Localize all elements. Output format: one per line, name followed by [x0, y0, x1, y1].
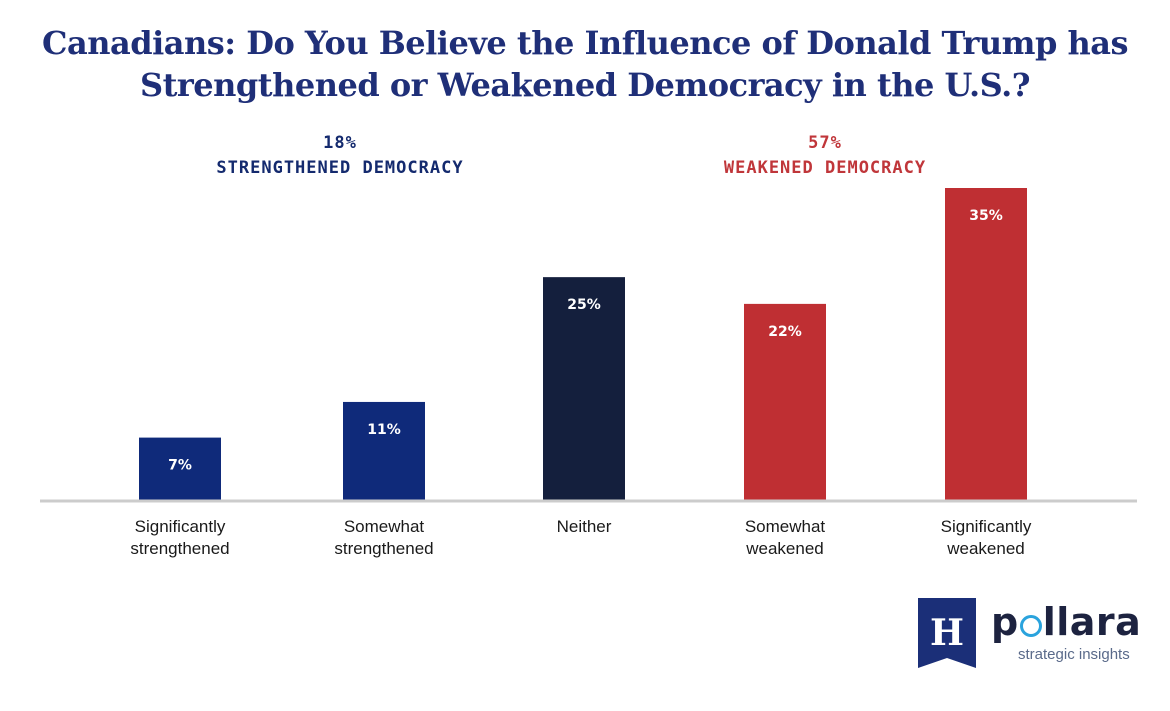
- logo-tagline: strategic insights: [1018, 646, 1130, 663]
- category-label-1-1: strengthened: [334, 539, 433, 558]
- category-label-2-0: Neither: [557, 517, 612, 536]
- bar-3: [744, 303, 826, 500]
- bar-value-label-1: 11%: [367, 422, 401, 438]
- category-label-0-1: strengthened: [130, 539, 229, 558]
- category-label-3-1: weakened: [745, 539, 824, 558]
- bar-2: [543, 277, 625, 500]
- bar-value-label-4: 35%: [969, 208, 1003, 224]
- bar-chart: 7% Significantly strengthened 11% Somewhat st…: [40, 188, 1137, 558]
- category-label-4-0: Significantly: [941, 517, 1032, 536]
- bar-value-label-3: 22%: [768, 324, 802, 340]
- bar-value-label-0: 7%: [168, 458, 192, 474]
- pollara-logo: H p llara strategic insights: [918, 598, 1158, 668]
- category-label-0-0: Significantly: [135, 517, 226, 536]
- bar-value-label-2: 25%: [567, 297, 601, 313]
- bar-4: [945, 188, 1027, 500]
- strengthened-group-label: 18% STRENGTHENED DEMOCRACY: [190, 131, 490, 181]
- logo-letter: H: [930, 612, 964, 654]
- logo-wordmark-rest: llara: [1042, 600, 1142, 644]
- strengthened-percent: 18%: [323, 133, 357, 153]
- strengthened-text: STRENGTHENED DEMOCRACY: [216, 158, 464, 178]
- logo-wordmark-prefix: p: [991, 600, 1019, 644]
- category-label-4-1: weakened: [946, 539, 1025, 558]
- bar-0: [139, 437, 221, 500]
- chart-title-line-2: Strengthened or Weakened Democracy in th…: [140, 66, 1030, 104]
- weakened-percent: 57%: [808, 133, 842, 153]
- bar-1: [343, 401, 425, 500]
- chart-title: Canadians: Do You Believe the Influence …: [0, 22, 1170, 106]
- category-label-1-0: Somewhat: [344, 517, 425, 536]
- logo-banner-icon: H: [918, 598, 976, 668]
- logo-wordmark: p llara: [991, 600, 1141, 644]
- category-label-3-0: Somewhat: [745, 517, 826, 536]
- weakened-text: WEAKENED DEMOCRACY: [723, 158, 927, 178]
- weakened-group-label: 57% WEAKENED DEMOCRACY: [690, 131, 960, 181]
- chart-title-line-1: Canadians: Do You Believe the Influence …: [41, 24, 1129, 62]
- logo-o-ring-icon: [1019, 615, 1042, 637]
